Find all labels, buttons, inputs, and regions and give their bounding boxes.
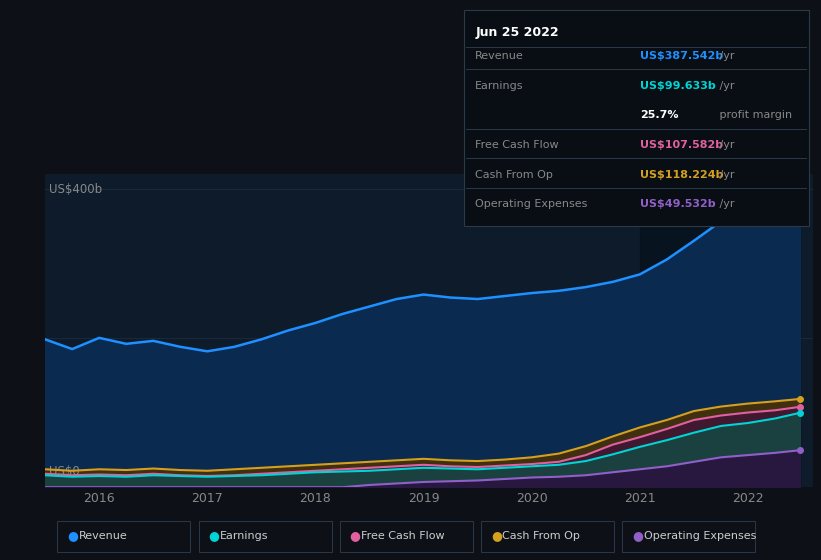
Text: ●: ● [350,529,360,543]
Text: /yr: /yr [716,170,735,180]
Text: US$0: US$0 [49,465,80,478]
Text: Earnings: Earnings [475,81,524,91]
Text: US$118.224b: US$118.224b [640,170,724,180]
Text: Operating Expenses: Operating Expenses [475,199,588,209]
Text: Cash From Op: Cash From Op [502,531,580,541]
Text: US$99.633b: US$99.633b [640,81,716,91]
Text: /yr: /yr [716,81,735,91]
Text: US$107.582b: US$107.582b [640,140,723,150]
Text: Revenue: Revenue [475,51,524,61]
Text: /yr: /yr [716,140,735,150]
Text: ●: ● [491,529,502,543]
Text: Earnings: Earnings [220,531,268,541]
Text: US$400b: US$400b [49,183,102,196]
Text: ●: ● [209,529,219,543]
Text: /yr: /yr [716,199,735,209]
Text: Free Cash Flow: Free Cash Flow [475,140,559,150]
Text: Jun 25 2022: Jun 25 2022 [475,26,559,39]
Text: 25.7%: 25.7% [640,110,679,120]
Text: Operating Expenses: Operating Expenses [644,531,756,541]
Text: Free Cash Flow: Free Cash Flow [361,531,445,541]
Text: /yr: /yr [716,51,735,61]
Text: profit margin: profit margin [716,110,792,120]
Text: Cash From Op: Cash From Op [475,170,553,180]
Text: ●: ● [67,529,78,543]
Text: ●: ● [632,529,643,543]
Text: US$49.532b: US$49.532b [640,199,716,209]
Text: Revenue: Revenue [79,531,127,541]
Text: US$387.542b: US$387.542b [640,51,723,61]
